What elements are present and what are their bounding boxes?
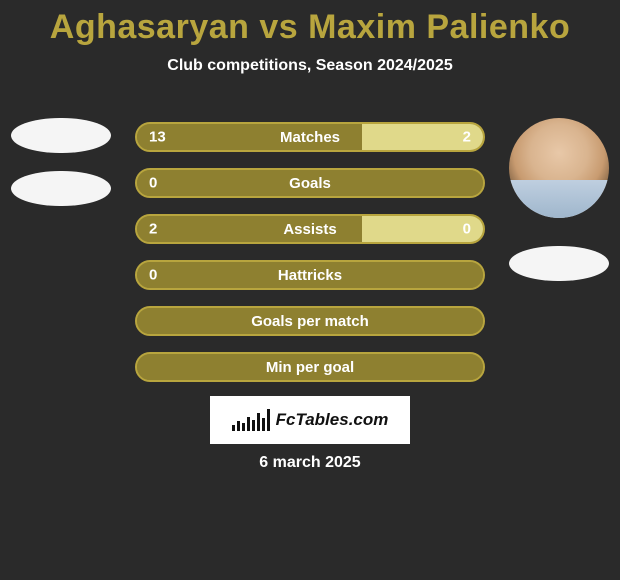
logo-bar — [262, 418, 265, 431]
logo-bar — [247, 417, 250, 431]
brand-logo-icon — [232, 409, 270, 431]
brand-logo-text: FcTables.com — [276, 410, 389, 430]
brand-logo: FcTables.com — [210, 396, 410, 444]
stats-container: Matches132Goals0Assists20Hattricks0Goals… — [135, 122, 485, 398]
stat-row: Assists 2 0 — [135, 214, 485, 244]
stat-row: Min per goal — [135, 352, 485, 382]
logo-bar — [242, 423, 245, 431]
stat-label: Min per goal — [266, 359, 354, 376]
stat-value-left: 2 — [149, 221, 157, 238]
footer-date: 6 march 2025 — [0, 454, 620, 472]
logo-bar — [232, 425, 235, 431]
left-player-column — [6, 118, 116, 224]
stat-label: Goals per match — [251, 313, 369, 330]
right-player-column — [504, 118, 614, 299]
logo-bar — [267, 409, 270, 431]
stat-label: Assists — [283, 221, 336, 238]
stat-value-right: 2 — [463, 129, 471, 146]
stat-row: Hattricks 0 — [135, 260, 485, 290]
stat-value-right: 0 — [463, 221, 471, 238]
page-title: Aghasaryan vs Maxim Palienko — [0, 0, 620, 47]
logo-bar — [257, 413, 260, 431]
left-player-name-placeholder — [11, 171, 111, 206]
stat-value-left: 13 — [149, 129, 166, 146]
page-subtitle: Club competitions, Season 2024/2025 — [0, 57, 620, 75]
logo-bar — [237, 421, 240, 431]
stat-row: Goals 0 — [135, 168, 485, 198]
stat-value-left: 0 — [149, 175, 157, 192]
stat-value-left: 0 — [149, 267, 157, 284]
right-player-avatar — [509, 118, 609, 218]
stat-label: Goals — [289, 175, 331, 192]
stat-label: Hattricks — [278, 267, 342, 284]
stat-row: Matches 13 2 — [135, 122, 485, 152]
left-player-avatar-placeholder — [11, 118, 111, 153]
stat-label: Matches — [280, 129, 340, 146]
logo-bar — [252, 420, 255, 431]
right-player-name-placeholder — [509, 246, 609, 281]
stat-row: Goals per match — [135, 306, 485, 336]
